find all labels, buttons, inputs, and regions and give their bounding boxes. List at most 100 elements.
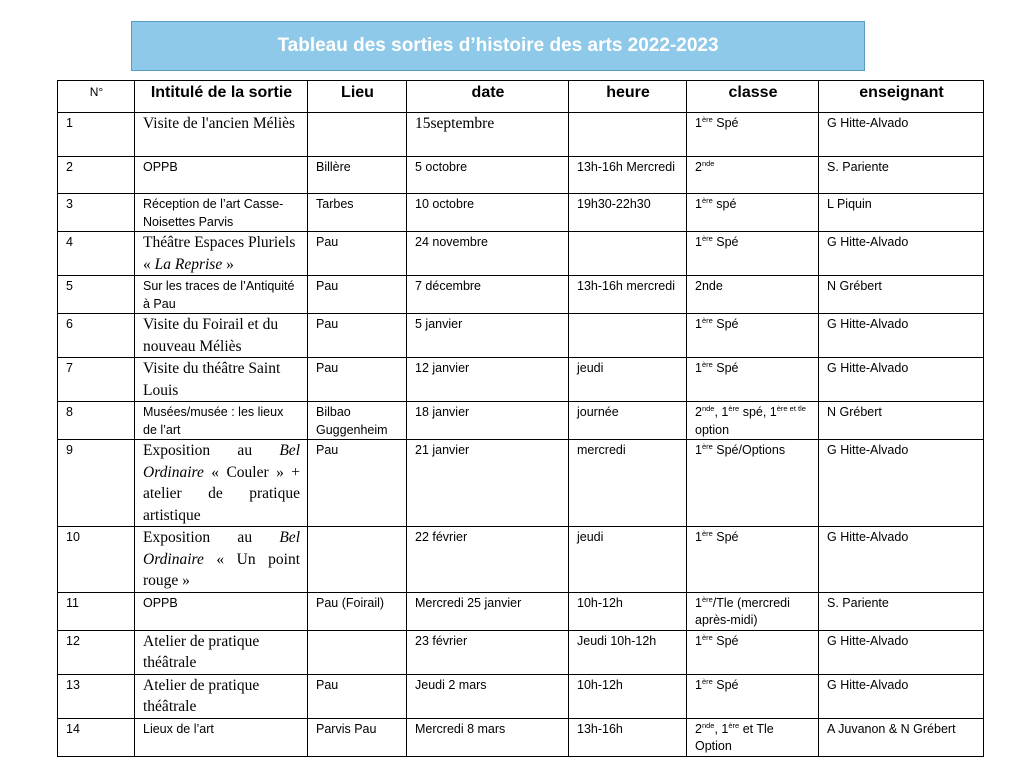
cell-text: 1: [695, 677, 702, 692]
table-row: 7 Visite du théâtre Saint Louis Pau 12 janv…: [57, 357, 984, 402]
cell-number: 4: [57, 231, 135, 276]
cell-time: [568, 313, 687, 358]
cell-date: 21 janvier: [406, 439, 569, 527]
cell-text: Parvis Pau: [316, 721, 377, 736]
cell-text: 11: [66, 595, 79, 610]
cell-class: 1ère spé: [686, 193, 819, 232]
cell-title: Théâtre Espaces Pluriels « La Reprise »: [134, 231, 308, 276]
cell-number: 12: [57, 629, 135, 675]
cell-number: 3: [57, 193, 135, 232]
cell-text: 5: [66, 279, 73, 293]
cell-place: Pau: [307, 439, 407, 527]
cell-text: 2nde: [695, 279, 723, 293]
cell-teacher: G Hitte-Alvado: [818, 629, 984, 675]
cell-text: G Hitte-Alvado: [827, 361, 909, 375]
cell-teacher: A Juvanon & N Grébert: [818, 717, 984, 757]
cell-text: /Tle (mercredi après-midi): [695, 595, 790, 628]
cell-class: 1ère Spé: [686, 629, 819, 675]
cell-teacher: S. Pariente: [818, 591, 984, 631]
cell-date: Jeudi 2 mars: [406, 673, 569, 719]
cell-place: [307, 629, 407, 675]
cell-text: « Couler » + atelier de pratique artisti…: [143, 463, 300, 524]
cell-text: OPPB: [143, 595, 178, 610]
cell-text: 6: [66, 317, 73, 331]
cell-date: 12 janvier: [406, 357, 569, 402]
cell-class: 1ère Spé: [686, 112, 819, 157]
cell-text: Lieux de l’art: [143, 721, 214, 736]
cell-text: Pau: [316, 361, 339, 375]
cell-time: Jeudi 10h-12h: [568, 629, 687, 675]
cell-text: « Un point rouge »: [143, 550, 300, 590]
cell-date: 22 février: [406, 526, 569, 593]
column-header-date: date: [406, 80, 569, 113]
cell-text: Réception de l’art Casse-Noisettes Parvi…: [143, 197, 284, 229]
cell-text: jeudi: [577, 361, 604, 375]
cell-text: 1: [695, 361, 702, 375]
cell-text: 3: [66, 197, 73, 211]
cell-text: Pau: [316, 443, 339, 457]
cell-number: 1: [57, 112, 135, 157]
table-row: 1 Visite de l'ancien Méliès 15septembre 1èr…: [57, 112, 984, 157]
cell-text: spé, 1: [739, 405, 777, 419]
table-row: 3 Réception de l’art Casse-Noisettes Parv…: [57, 193, 984, 232]
cell-text: 10h-12h: [577, 595, 623, 610]
cell-text: Jeudi 2 mars: [415, 677, 487, 692]
cell-time: jeudi: [568, 357, 687, 402]
cell-title: OPPB: [134, 591, 308, 631]
cell-text: G Hitte-Alvado: [827, 116, 909, 130]
superscript-text: ère: [701, 676, 713, 686]
table-row: 9 Exposition au Bel Ordinaire « Couler » …: [57, 439, 984, 527]
cell-title: Musées/musée : les lieux de l’art: [134, 401, 308, 440]
cell-time: journée: [568, 401, 687, 440]
cell-text: 13h-16h: [577, 721, 623, 736]
cell-text: Pau (Foirail): [316, 595, 385, 610]
cell-text: 1: [695, 197, 702, 211]
cell-text: 13h-16h mercredi: [577, 279, 675, 293]
superscript-text: ère: [701, 196, 713, 205]
cell-text: Spé: [712, 116, 739, 130]
cell-text: Bel Ordinaire: [143, 529, 300, 568]
superscript-text: ère: [701, 234, 713, 243]
cell-text: 1: [695, 317, 702, 331]
cell-text: 10h-12h: [577, 677, 623, 692]
superscript-text: ère et tle: [776, 404, 806, 413]
superscript-text: ère: [701, 632, 713, 642]
cell-text: 19h30-22h30: [577, 197, 651, 211]
cell-text: 9: [66, 443, 73, 457]
cell-text: L Piquin: [827, 197, 872, 211]
cell-text: 18 janvier: [415, 405, 470, 419]
cell-text: 2: [66, 160, 73, 174]
cell-text: 8: [66, 405, 73, 419]
cell-text: Pau: [316, 317, 339, 331]
cell-teacher: L Piquin: [818, 193, 984, 232]
cell-text: G Hitte-Alvado: [827, 317, 909, 331]
cell-text: 1: [695, 235, 702, 249]
cell-number: 9: [57, 439, 135, 527]
cell-title: Lieux de l’art: [134, 717, 308, 757]
cell-number: 13: [57, 673, 135, 719]
superscript-text: ère: [701, 594, 713, 604]
cell-text: A Juvanon & N Grébert: [827, 721, 956, 736]
cell-time: mercredi: [568, 439, 687, 527]
table-header-row: N° Intitulé de la sortie Lieu date heure clas…: [57, 80, 984, 113]
cell-class: 1ère Spé/Options: [686, 439, 819, 527]
document-title-box: Tableau des sorties d’histoire des arts …: [131, 21, 865, 71]
cell-text: Exposition au: [143, 442, 280, 459]
cell-class: 1ère Spé: [686, 526, 819, 593]
cell-number: 2: [57, 156, 135, 194]
cell-text: 7: [66, 361, 73, 375]
cell-text: 12 janvier: [415, 361, 470, 375]
cell-title: OPPB: [134, 156, 308, 194]
cell-text: 5 janvier: [415, 317, 463, 331]
cell-text: Spé: [712, 317, 739, 331]
superscript-text: ère: [728, 720, 740, 730]
superscript-text: ère: [728, 404, 740, 413]
cell-date: 7 décembre: [406, 275, 569, 314]
cell-text: G Hitte-Alvado: [827, 443, 909, 457]
document-title: Tableau des sorties d’histoire des arts …: [277, 35, 719, 56]
cell-text: Bel Ordinaire: [143, 442, 300, 481]
outings-table: N° Intitulé de la sortie Lieu date heure clas…: [57, 80, 984, 757]
cell-text: option: [695, 422, 730, 437]
cell-text: Musées/musée : les lieux de l’art: [143, 405, 284, 437]
cell-text: S. Pariente: [827, 595, 889, 610]
